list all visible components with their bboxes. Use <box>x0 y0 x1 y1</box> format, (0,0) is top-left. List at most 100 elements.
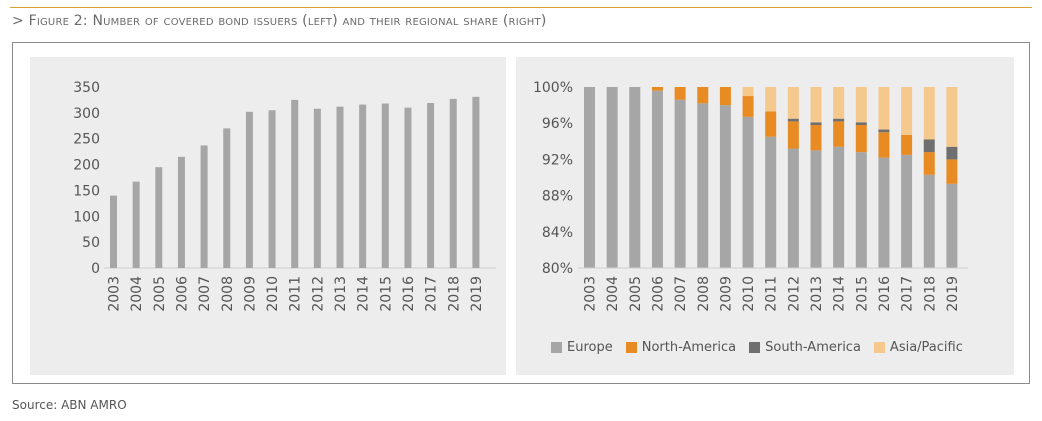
left-bar-2019 <box>472 96 480 268</box>
right-x-tick-label: 2006 <box>650 276 666 312</box>
left-y-tick-label: 250 <box>73 132 100 148</box>
right-bar-2012-asia-pacific <box>787 87 799 119</box>
right-x-tick-label: 2009 <box>718 276 734 312</box>
right-bar-2017-north-america <box>901 134 913 155</box>
left-bar-2014 <box>359 104 367 268</box>
right-y-tick-label: 84% <box>542 225 573 241</box>
left-bar-2011 <box>291 99 299 268</box>
left-bar-2013 <box>336 106 344 268</box>
right-bar-2016-south-america <box>878 129 890 133</box>
right-bar-2015-asia-pacific <box>855 87 867 123</box>
left-bar-2009 <box>245 111 253 268</box>
left-bar-2005 <box>155 167 163 268</box>
right-bar-2009-europe <box>719 105 731 268</box>
right-bar-2017-europe <box>901 154 913 268</box>
right-bar-2006-north-america <box>651 87 663 91</box>
right-bar-2018-asia-pacific <box>923 87 935 140</box>
left-bar-2015 <box>381 103 389 268</box>
figure-title: > Figure 2: Number of covered bond issue… <box>12 13 547 29</box>
left-bar-2018 <box>449 98 457 268</box>
right-bar-2014-asia-pacific <box>833 87 845 119</box>
left-x-tick-label: 2019 <box>469 276 485 312</box>
left-x-tick-label: 2009 <box>242 276 258 312</box>
left-x-tick-label: 2014 <box>356 276 372 312</box>
left-bar-2012 <box>313 108 321 268</box>
left-bar-2007 <box>200 145 208 268</box>
left-y-tick-label: 300 <box>73 106 100 122</box>
right-bar-2019-south-america <box>946 146 958 160</box>
right-bar-2010-europe <box>742 116 754 269</box>
right-x-tick-label: 2014 <box>832 276 848 312</box>
right-y-tick-label: 80% <box>542 261 573 277</box>
left-y-tick-label: 150 <box>73 183 100 199</box>
figure-frame <box>12 42 1030 384</box>
right-bar-2014-north-america <box>833 121 845 147</box>
right-x-tick-label: 2016 <box>877 276 893 312</box>
left-x-tick-label: 2018 <box>446 276 462 312</box>
left-x-tick-label: 2017 <box>424 276 440 312</box>
legend-item-asia-pacific: Asia/Pacific <box>873 339 963 355</box>
right-bar-2004-europe <box>606 87 618 268</box>
left-x-tick-label: 2005 <box>152 276 168 312</box>
right-bar-2015-south-america <box>855 122 867 126</box>
legend-item-north-america: North-America <box>625 339 737 355</box>
right-bar-2013-asia-pacific <box>810 87 822 123</box>
right-y-tick-label: 100% <box>533 80 573 96</box>
legend-swatch-south-america <box>749 341 761 353</box>
right-chart-legend: Europe North-America South-America Asia/… <box>551 339 976 355</box>
right-x-tick-label: 2010 <box>741 276 757 312</box>
left-bar-2008 <box>223 128 231 268</box>
right-bar-2014-europe <box>833 146 845 268</box>
right-y-tick-label: 96% <box>542 116 573 132</box>
left-x-tick-label: 2012 <box>310 276 326 312</box>
right-bar-2014-south-america <box>833 118 845 122</box>
right-bar-2011-north-america <box>765 111 777 137</box>
left-x-tick-label: 2006 <box>174 276 190 312</box>
right-bar-2007-europe <box>674 99 686 268</box>
left-y-tick-label: 0 <box>91 261 100 277</box>
left-x-tick-label: 2004 <box>129 276 145 312</box>
legend-swatch-asia-pacific <box>873 341 885 353</box>
right-bar-2018-north-america <box>923 152 935 175</box>
left-x-tick-label: 2013 <box>333 276 349 312</box>
left-x-tick-label: 2015 <box>378 276 394 312</box>
legend-label-north-america: North-America <box>641 339 737 355</box>
right-bar-2013-europe <box>810 150 822 268</box>
right-x-tick-label: 2003 <box>583 276 599 312</box>
left-x-tick-label: 2011 <box>288 276 304 312</box>
left-y-tick-label: 100 <box>73 209 100 225</box>
left-bar-2006 <box>177 156 185 268</box>
right-bar-2018-europe <box>923 174 935 268</box>
right-bar-2012-south-america <box>787 118 799 122</box>
right-bar-2011-europe <box>765 136 777 268</box>
right-x-tick-label: 2007 <box>673 276 689 312</box>
right-bar-2016-north-america <box>878 132 890 158</box>
left-bar-2016 <box>404 107 412 268</box>
left-bar-2010 <box>268 110 276 269</box>
right-x-tick-label: 2013 <box>809 276 825 312</box>
right-bar-2012-europe <box>787 148 799 268</box>
source-note: Source: ABN AMRO <box>12 398 127 412</box>
top-rule <box>10 7 1032 8</box>
right-x-tick-label: 2011 <box>764 276 780 312</box>
right-x-tick-label: 2005 <box>628 276 644 312</box>
left-x-tick-label: 2007 <box>197 276 213 312</box>
legend-label-asia-pacific: Asia/Pacific <box>889 339 963 355</box>
right-x-tick-label: 2018 <box>922 276 938 312</box>
right-bar-2006-europe <box>651 90 663 269</box>
legend-item-south-america: South-America <box>749 340 861 355</box>
left-bar-2004 <box>132 181 140 268</box>
right-bar-2005-europe <box>629 87 641 268</box>
legend-item-europe: Europe <box>551 340 613 355</box>
right-bar-2016-europe <box>878 157 890 268</box>
legend-label-europe: Europe <box>567 339 613 355</box>
left-x-tick-label: 2016 <box>401 276 417 312</box>
left-chart-panel <box>30 57 506 375</box>
right-bar-2010-north-america <box>742 96 754 117</box>
right-bar-2016-asia-pacific <box>878 87 890 130</box>
right-x-tick-label: 2019 <box>945 276 961 312</box>
right-bar-2007-north-america <box>674 87 686 100</box>
left-y-tick-label: 350 <box>73 80 100 96</box>
right-bar-2013-north-america <box>810 125 822 151</box>
right-x-tick-label: 2008 <box>696 276 712 312</box>
